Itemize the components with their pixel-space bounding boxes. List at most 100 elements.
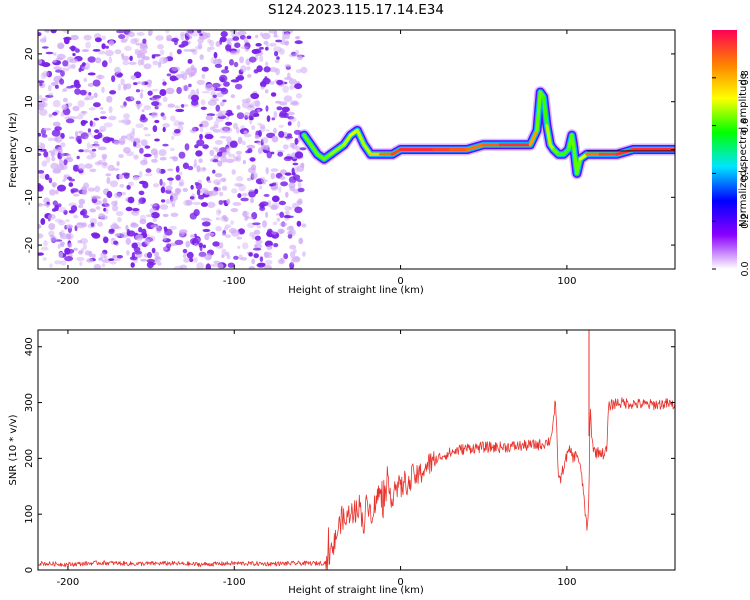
noise-blob (271, 195, 280, 203)
noise-blob (97, 221, 103, 227)
noise-blob (78, 250, 83, 255)
noise-blob (297, 55, 303, 61)
noise-blob (74, 48, 80, 53)
noise-blob (76, 256, 85, 262)
noise-blob (118, 34, 126, 40)
noise-blob (125, 237, 131, 245)
noise-blob (39, 82, 43, 87)
noise-blob (284, 40, 290, 46)
noise-blob (287, 230, 294, 235)
noise-blob (50, 151, 55, 157)
noise-blob (175, 108, 185, 113)
noise-blob (179, 229, 188, 234)
noise-blob (221, 233, 227, 236)
noise-blob (238, 184, 247, 192)
noise-blob (134, 250, 142, 255)
noise-blob (57, 146, 63, 153)
noise-blob (89, 120, 93, 127)
noise-blob (81, 110, 88, 115)
noise-blob (178, 171, 183, 176)
noise-blob (265, 46, 269, 51)
noise-blob (248, 252, 253, 257)
noise-blob (106, 137, 115, 142)
noise-blob (118, 154, 124, 158)
noise-blob (76, 222, 83, 226)
noise-blob (220, 30, 228, 38)
noise-blob (181, 84, 190, 92)
noise-blob (115, 211, 124, 217)
noise-blob (94, 129, 100, 134)
noise-blob (205, 83, 214, 91)
noise-blob (71, 64, 76, 69)
spectrogram-y-axis: -20 -10 0 10 20 (24, 48, 675, 253)
noise-blob (215, 41, 221, 47)
noise-blob (157, 44, 164, 50)
noise-blob (212, 169, 216, 174)
noise-blob (99, 116, 107, 120)
noise-blob (162, 123, 171, 128)
noise-blob (299, 147, 307, 151)
noise-blob (163, 226, 167, 230)
ridge-core (355, 128, 366, 147)
noise-blob (154, 138, 160, 142)
noise-blob (163, 57, 169, 63)
noise-blob (130, 262, 135, 268)
noise-blob (270, 92, 277, 97)
noise-blob (120, 191, 126, 196)
noise-blob (93, 92, 98, 98)
noise-blob (254, 244, 258, 249)
noise-blob (223, 126, 233, 134)
noise-blob (93, 117, 100, 121)
snr-plot-area (38, 330, 675, 570)
noise-blob (106, 190, 113, 199)
noise-blob (49, 234, 55, 238)
noise-blob (210, 98, 220, 102)
noise-blob (160, 186, 166, 194)
noise-blob (68, 182, 74, 188)
noise-blob (237, 193, 242, 199)
noise-blob (130, 136, 135, 143)
noise-blob (250, 197, 254, 204)
noise-blob (231, 169, 236, 175)
noise-blob (38, 170, 45, 174)
noise-blob (98, 213, 105, 219)
noise-blob (227, 113, 231, 117)
noise-blob (159, 156, 167, 161)
noise-blob (278, 124, 284, 128)
noise-blob (250, 92, 260, 100)
noise-blob (178, 121, 185, 126)
noise-blob (113, 240, 119, 245)
noise-blob (185, 30, 193, 37)
noise-blob (237, 30, 247, 36)
noise-blob (62, 60, 69, 67)
noise-blob (196, 262, 204, 269)
noise-blob (55, 189, 59, 195)
noise-blob (165, 185, 173, 191)
noise-blob (181, 104, 185, 108)
noise-blob (220, 76, 225, 83)
noise-blob (204, 253, 212, 261)
noise-blob (275, 39, 283, 43)
noise-blob (210, 263, 219, 267)
noise-blob (272, 221, 278, 226)
noise-blob (42, 70, 50, 78)
noise-blob (92, 79, 101, 87)
noise-blob (46, 70, 53, 78)
noise-blob (151, 101, 160, 107)
noise-blob (291, 172, 296, 176)
noise-blob (87, 128, 91, 133)
noise-blob (219, 101, 225, 107)
noise-blob (251, 164, 257, 171)
noise-blob (52, 59, 57, 63)
noise-blob (63, 209, 68, 215)
noise-blob (153, 151, 159, 159)
snr-series-line (38, 397, 675, 570)
ridge-core (535, 90, 542, 132)
snr-line-layer (38, 330, 675, 570)
noise-blob (100, 252, 107, 259)
noise-blob (135, 234, 144, 241)
noise-blob (64, 247, 71, 255)
noise-blob (60, 67, 70, 72)
noise-blob (290, 100, 299, 105)
noise-blob (199, 126, 204, 133)
